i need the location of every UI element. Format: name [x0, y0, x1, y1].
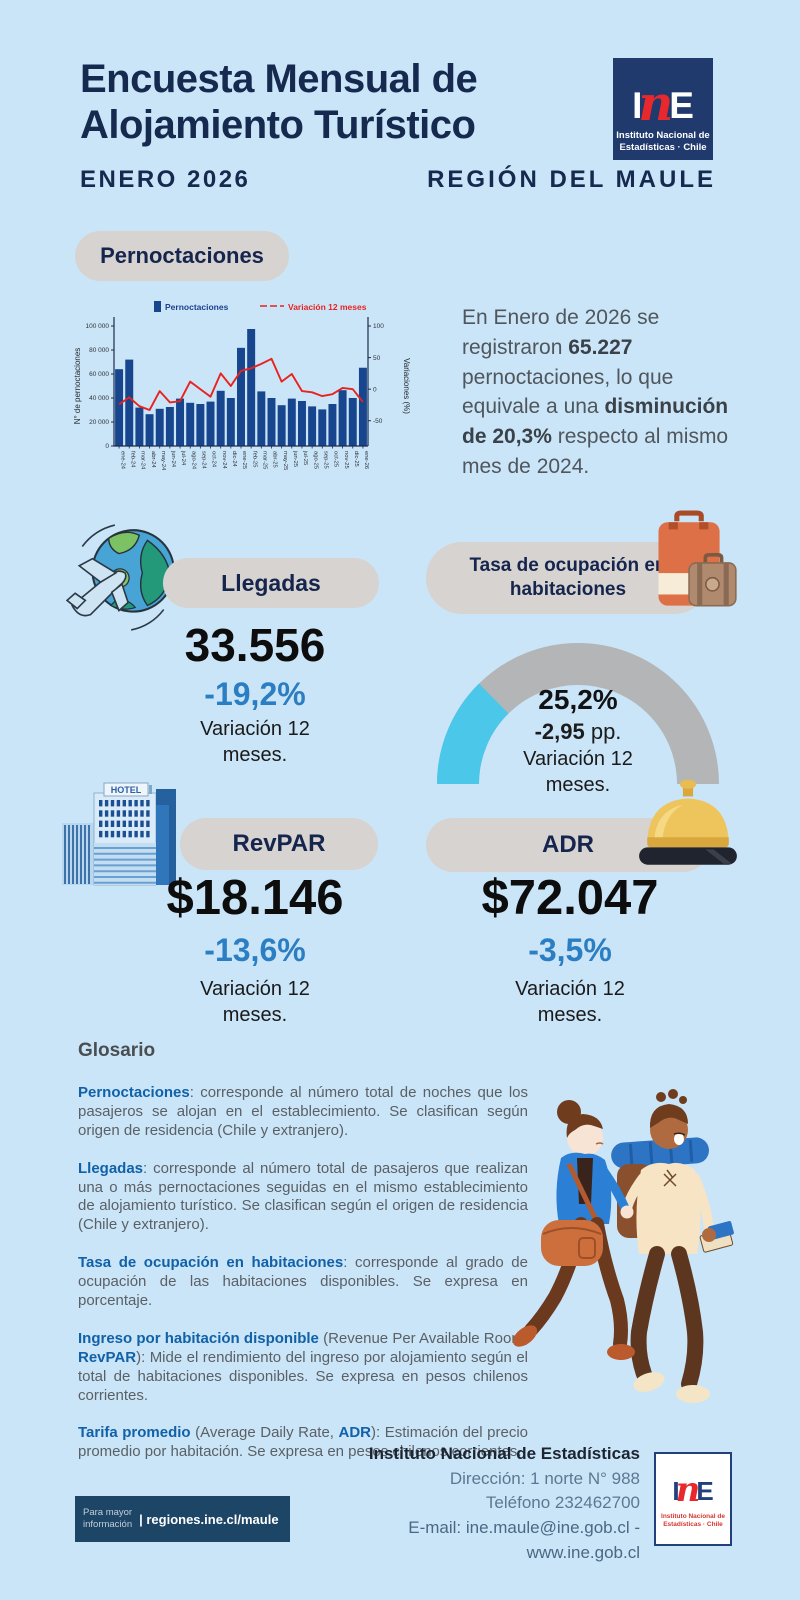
svg-text:jun-25: jun-25	[292, 450, 298, 467]
ocupacion-value: 25,2%	[538, 684, 618, 715]
summary-variation: disminución de 20,3%	[462, 395, 729, 449]
svg-text:dic-25: dic-25	[353, 451, 359, 467]
adr-variation: -3,5%	[528, 932, 612, 968]
more-info-label: Para mayor información	[83, 1506, 133, 1530]
svg-text:dic-24: dic-24	[231, 451, 237, 468]
region-label: REGIÓN DEL MAULE	[427, 166, 716, 193]
ocupacion-variation: -2,95 pp.	[534, 719, 622, 744]
ine-footer-caption: Instituto Nacional de Estadísticas · Chi…	[661, 1512, 725, 1528]
glossary-entry: Pernoctaciones: corresponde al número to…	[78, 1084, 528, 1139]
svg-text:ago-24: ago-24	[190, 451, 196, 470]
revpar-variation: -13,6%	[204, 932, 306, 968]
svg-text:N° de pernoctaciones: N° de pernoctaciones	[73, 348, 82, 425]
svg-text:mar-25: mar-25	[262, 451, 268, 469]
adr-value: $72.047	[481, 871, 659, 925]
svg-text:jun-24: jun-24	[170, 450, 176, 468]
svg-text:100: 100	[373, 323, 384, 330]
llegadas-variation: -19,2%	[204, 676, 306, 712]
svg-text:mar-24: mar-24	[140, 451, 146, 470]
page-title: Encuesta Mensual de Alojamiento Turístic…	[80, 56, 478, 149]
revpar-pill: RevPAR	[180, 818, 378, 870]
svg-text:Pernoctaciones: Pernoctaciones	[165, 302, 229, 312]
svg-text:20 000: 20 000	[89, 419, 109, 426]
ine-letter-e: E	[669, 85, 694, 127]
svg-text:ago-25: ago-25	[312, 451, 318, 469]
svg-text:oct-24: oct-24	[211, 451, 217, 468]
glossary-entry: Ingreso por habitación disponible (Reven…	[78, 1329, 528, 1404]
svg-text:Variación 12 meses: Variación 12 meses	[288, 302, 367, 312]
regiones-url[interactable]: | regiones.ine.cl/maule	[139, 1511, 279, 1527]
llegadas-value: 33.556	[184, 619, 326, 671]
svg-text:0: 0	[105, 443, 109, 450]
svg-text:abr-24: abr-24	[150, 451, 156, 469]
ine-logo-caption: Instituto Nacional de Estadísticas · Chi…	[616, 130, 710, 153]
svg-text:ene-25: ene-25	[241, 451, 247, 469]
svg-text:sep-24: sep-24	[201, 451, 207, 470]
svg-text:may-25: may-25	[282, 451, 288, 470]
svg-text:feb-25: feb-25	[251, 451, 257, 467]
ine-letter-n: n	[638, 76, 674, 133]
ine-logo: I n E Instituto Nacional de Estadísticas…	[613, 58, 713, 160]
svg-text:50: 50	[373, 355, 381, 362]
svg-text:ene-26: ene-26	[363, 451, 369, 469]
footer-address: Dirección: 1 norte N° 988	[449, 1468, 640, 1488]
svg-text:jul-25: jul-25	[302, 450, 308, 465]
glossary-entry: Tasa de ocupación en habitaciones: corre…	[78, 1254, 528, 1310]
ine-letter-i: I	[632, 85, 643, 127]
footer-email-web: E-mail: ine.maule@ine.gob.cl - www.ine.g…	[408, 1517, 640, 1562]
svg-text:may-24: may-24	[160, 451, 166, 471]
luggage-icon	[658, 510, 737, 607]
ocupacion-gauge	[437, 643, 719, 785]
adr-caption: Variación 12 meses.	[515, 978, 625, 1026]
glossary-entry: Tarifa promedio (Average Daily Rate, ADR…	[78, 1424, 528, 1461]
svg-text:-50: -50	[373, 418, 383, 425]
svg-text:feb-24: feb-24	[129, 451, 135, 468]
page-title-line1: Encuesta Mensual de	[80, 57, 478, 101]
svg-text:sep-25: sep-25	[322, 451, 328, 469]
svg-text:Variaciones (%): Variaciones (%)	[402, 358, 411, 414]
svg-text:abr-25: abr-25	[272, 451, 278, 468]
glossary-title: Glosario	[78, 1040, 156, 1061]
revpar-caption: Variación 12 meses.	[200, 978, 310, 1026]
glossary-entry: Llegadas: corresponde al número total de…	[78, 1159, 528, 1234]
more-info-link[interactable]: Para mayor información | regiones.ine.cl…	[75, 1496, 290, 1542]
page-title-line2: Alojamiento Turístico	[80, 103, 476, 148]
ocupacion-caption: Variación 12 meses.	[523, 748, 633, 796]
revpar-value: $18.146	[166, 871, 344, 925]
summary-paragraph: En Enero de 2026 se registraron 65.227 p…	[462, 306, 729, 479]
ine-footer-mark: I n E	[672, 1469, 714, 1510]
pernoctaciones-badge: Pernoctaciones	[75, 231, 289, 281]
svg-text:40 000: 40 000	[89, 395, 109, 402]
ine-logo-mark: I n E	[632, 76, 694, 128]
bell-icon	[639, 779, 737, 865]
ine-footer-logo: I n E Instituto Nacional de Estadísticas…	[654, 1452, 732, 1546]
period-label: ENERO 2026	[80, 166, 251, 193]
llegadas-caption: Variación 12 meses.	[200, 718, 310, 766]
glossary: Glosario Pernoctaciones: corresponde al …	[78, 1040, 528, 1481]
pernoctaciones-chart: 0 20 000 40 000 60 000 80 000 100 000 100 50 0 -5…	[73, 301, 411, 471]
svg-text:jul-24: jul-24	[180, 450, 186, 466]
svg-text:80 000: 80 000	[89, 347, 109, 354]
svg-text:nov-24: nov-24	[221, 451, 227, 470]
llegadas-pill: Llegadas	[163, 558, 379, 608]
footer-contact: Instituto Nacional de Estadísticas Direc…	[300, 1442, 640, 1565]
footer-phone: Teléfono 232462700	[485, 1493, 640, 1513]
svg-text:60 000: 60 000	[89, 371, 109, 378]
summary-value: 65.227	[568, 335, 633, 359]
travelers-illustration	[512, 1089, 734, 1403]
svg-text:100 000: 100 000	[86, 323, 110, 330]
hotel-sign-text: HOTEL	[111, 785, 142, 795]
hotel-icon: HOTEL	[62, 782, 176, 886]
footer-org: Instituto Nacional de Estadísticas	[368, 1444, 640, 1463]
svg-text:oct-25: oct-25	[333, 451, 339, 467]
svg-text:nov-25: nov-25	[343, 451, 349, 469]
ocupacion-kpi: 25,2% -2,95 pp. Variación 12 meses.	[448, 684, 708, 798]
plane-globe-icon	[66, 524, 175, 631]
svg-text:0: 0	[373, 386, 377, 393]
svg-text:ene-24: ene-24	[119, 451, 125, 470]
